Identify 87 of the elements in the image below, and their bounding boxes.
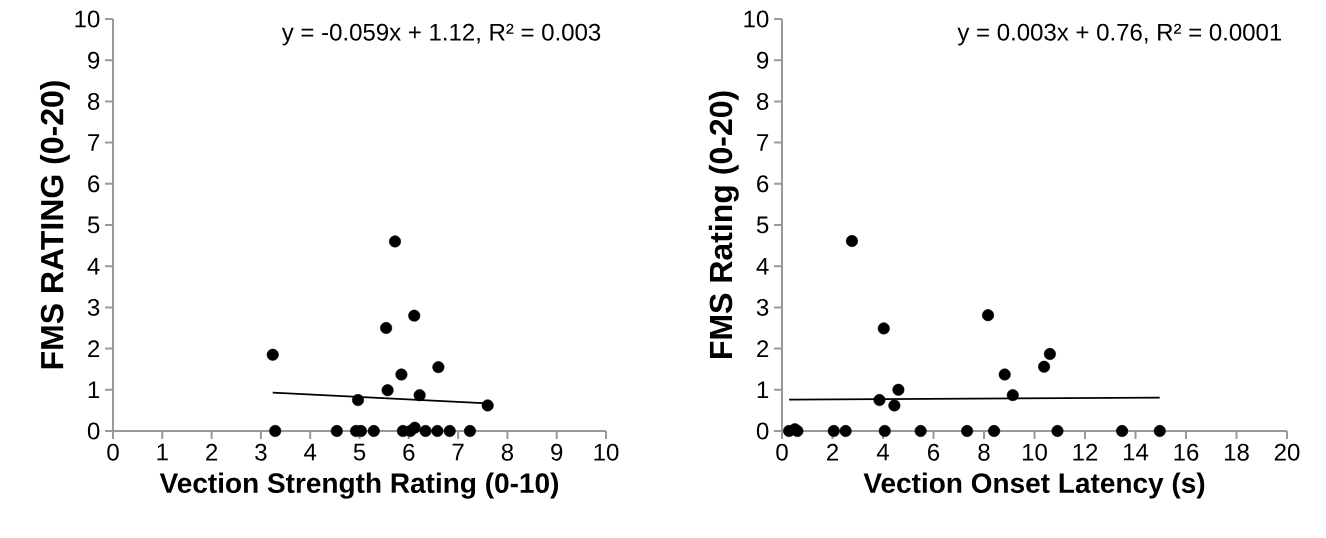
point [982,309,995,322]
point [443,424,456,437]
point [352,394,365,407]
x-tick-label: 1 [157,443,168,461]
x-tick-label: 8 [978,443,990,461]
point [998,368,1011,381]
point [266,348,279,361]
point [408,309,421,322]
x-tick-label: 0 [107,443,119,461]
point [845,235,858,248]
x-tick-label: 2 [827,443,838,461]
y-tick-label: 4 [87,257,100,275]
point [873,394,886,407]
x-tick-label: 10 [1022,443,1047,461]
annotation: y = 0.003x + 0.76, R² = 0.0001 [957,23,1282,46]
point [463,424,476,437]
x-tick-label: 0 [776,443,788,461]
x-axis-title: Vection Strength Rating (0-10) [159,472,559,499]
point [839,424,852,437]
point [892,383,905,396]
point [419,424,432,437]
x-tick-label: 18 [1224,443,1249,461]
point [389,235,402,248]
x-tick-label: 5 [353,443,366,461]
point [1043,347,1056,360]
y-tick-label: 0 [87,422,100,440]
y-tick-label: 4 [756,257,769,275]
y-tick-label: 9 [757,51,769,69]
x-tick-label: 4 [304,443,317,461]
x-tick-label: 16 [1174,443,1199,461]
x-tick-label: 4 [876,443,889,461]
x-tick-label: 2 [206,443,218,461]
x-tick-label: 8 [501,443,514,461]
y-tick-label: 1 [757,381,769,399]
point [380,321,393,334]
y-tick-label: 10 [75,10,100,28]
y-tick-label: 8 [88,92,100,110]
point [330,424,343,437]
y-tick-label: 5 [756,216,769,234]
y-axis-title: FMS RATING (0-20) [39,81,70,369]
point [1051,424,1064,437]
y-tick-label: 5 [87,216,100,234]
point [877,322,890,335]
point [988,424,1001,437]
point [1006,389,1019,402]
y-tick-label: 6 [757,175,769,193]
point [961,424,974,437]
x-tick-label: 3 [255,443,267,461]
y-tick-label: 6 [88,175,100,193]
y-tick-label: 2 [88,340,100,357]
x-axis-title: Vection Onset Latency (s) [863,472,1205,499]
x-tick-label: 20 [1274,443,1300,461]
point [408,421,421,434]
x-tick-label: 9 [551,443,563,461]
point [269,424,282,437]
x-tick-label: 6 [928,443,940,461]
x-tick-label: 12 [1073,443,1098,461]
x-tick-label: 6 [403,443,415,461]
point [1116,424,1129,437]
y-tick-label: 2 [757,340,769,357]
annotation: y = -0.059x + 1.12, R² = 0.003 [281,23,601,46]
point [878,424,891,437]
y-tick-label: 10 [744,10,769,28]
x-tick-label: 10 [594,443,619,461]
x-tick-label: 14 [1123,443,1149,461]
point [1038,360,1051,373]
point [381,384,394,397]
point [888,399,901,412]
point [413,389,426,402]
y-tick-label: 8 [756,92,769,110]
y-tick-label: 7 [757,134,769,151]
y-tick-label: 0 [756,422,769,440]
y-tick-label: 9 [88,51,100,69]
point [827,424,840,437]
point [431,424,444,437]
y-tick-label: 7 [88,134,100,151]
x-tick-label: 7 [452,443,464,461]
point [481,399,494,412]
y-axis-title: FMS Rating (0-20) [708,91,739,358]
point [367,424,380,437]
point [914,424,927,437]
y-tick-label: 3 [87,298,100,316]
y-tick-label: 1 [88,381,100,399]
y-tick-label: 3 [756,298,769,316]
point [1153,424,1166,437]
point [395,368,408,381]
point [432,361,445,374]
